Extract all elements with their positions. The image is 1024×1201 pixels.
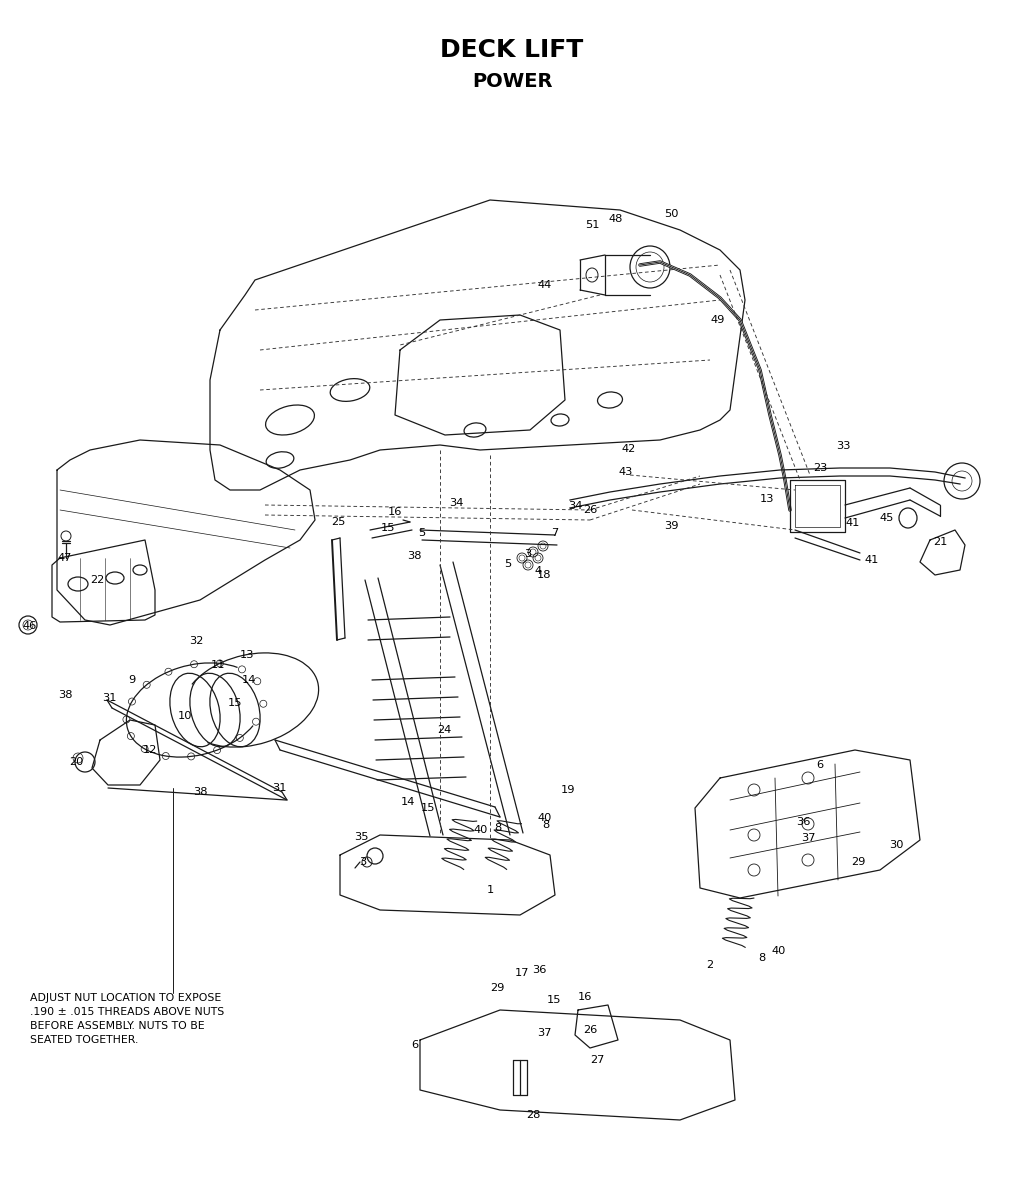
Text: 3: 3 — [359, 858, 367, 867]
Text: 29: 29 — [489, 982, 504, 993]
Text: 1: 1 — [486, 885, 494, 895]
Text: 39: 39 — [664, 521, 678, 531]
Text: 32: 32 — [188, 637, 203, 646]
Text: 34: 34 — [568, 501, 583, 510]
Text: 5: 5 — [419, 528, 426, 538]
Text: 26: 26 — [583, 1024, 597, 1035]
Text: 51: 51 — [585, 220, 599, 231]
Text: 46: 46 — [23, 621, 37, 631]
Text: 7: 7 — [551, 528, 559, 538]
Text: 37: 37 — [801, 833, 815, 843]
Text: 15: 15 — [227, 698, 243, 709]
Text: 14: 14 — [242, 675, 256, 685]
Text: 8: 8 — [495, 823, 502, 833]
Text: POWER: POWER — [472, 72, 552, 91]
Text: 33: 33 — [836, 441, 850, 452]
Text: 21: 21 — [933, 537, 947, 546]
Text: 8: 8 — [543, 820, 550, 830]
Text: 26: 26 — [583, 504, 597, 515]
Text: DECK LIFT: DECK LIFT — [440, 38, 584, 62]
Text: 13: 13 — [240, 650, 254, 661]
Text: 38: 38 — [57, 691, 73, 700]
Text: 36: 36 — [531, 964, 546, 975]
Text: 15: 15 — [547, 994, 561, 1005]
Text: 36: 36 — [796, 817, 810, 827]
Text: 11: 11 — [211, 661, 225, 670]
Text: 24: 24 — [437, 725, 452, 735]
Text: 37: 37 — [537, 1028, 551, 1038]
Text: 27: 27 — [590, 1054, 604, 1065]
Text: 29: 29 — [851, 858, 865, 867]
Text: 17: 17 — [515, 968, 529, 978]
Text: 16: 16 — [388, 507, 402, 516]
Text: 20: 20 — [69, 757, 83, 767]
Text: 16: 16 — [578, 992, 592, 1002]
Text: 19: 19 — [561, 785, 575, 795]
Text: 13: 13 — [760, 494, 774, 504]
Text: 38: 38 — [407, 551, 421, 561]
Text: 38: 38 — [193, 787, 207, 797]
Text: 25: 25 — [331, 516, 345, 527]
Text: 9: 9 — [128, 675, 135, 685]
Text: 40: 40 — [772, 946, 786, 956]
Text: 3: 3 — [524, 549, 531, 558]
Text: 8: 8 — [759, 954, 766, 963]
Text: 22: 22 — [90, 575, 104, 585]
Text: 23: 23 — [813, 464, 827, 473]
Text: 30: 30 — [889, 839, 903, 850]
Text: ADJUST NUT LOCATION TO EXPOSE
.190 ± .015 THREADS ABOVE NUTS
BEFORE ASSEMBLY. NU: ADJUST NUT LOCATION TO EXPOSE .190 ± .01… — [30, 993, 224, 1045]
Text: 4: 4 — [535, 566, 542, 576]
Text: 31: 31 — [101, 693, 117, 703]
Text: 49: 49 — [711, 315, 725, 325]
Text: 12: 12 — [142, 745, 158, 755]
Text: 15: 15 — [421, 803, 435, 813]
Text: 28: 28 — [525, 1110, 541, 1121]
Text: 48: 48 — [609, 214, 624, 225]
Text: 18: 18 — [537, 570, 551, 580]
Text: 44: 44 — [538, 280, 552, 289]
Text: 31: 31 — [271, 783, 287, 793]
Text: 34: 34 — [449, 498, 463, 508]
Text: 35: 35 — [353, 832, 369, 842]
Text: 6: 6 — [816, 760, 823, 770]
Text: 15: 15 — [381, 522, 395, 533]
Text: 41: 41 — [865, 555, 880, 564]
Text: 50: 50 — [664, 209, 678, 219]
Text: 2: 2 — [707, 960, 714, 970]
Text: 47: 47 — [57, 552, 72, 563]
Text: 5: 5 — [505, 558, 512, 569]
Text: 43: 43 — [618, 467, 633, 477]
Text: 42: 42 — [622, 444, 636, 454]
Text: 45: 45 — [880, 513, 894, 522]
Text: 6: 6 — [412, 1040, 419, 1050]
Text: 40: 40 — [474, 825, 488, 835]
Text: 40: 40 — [538, 813, 552, 823]
Text: 41: 41 — [846, 518, 860, 528]
Text: 14: 14 — [400, 797, 415, 807]
Text: 10: 10 — [178, 711, 193, 721]
